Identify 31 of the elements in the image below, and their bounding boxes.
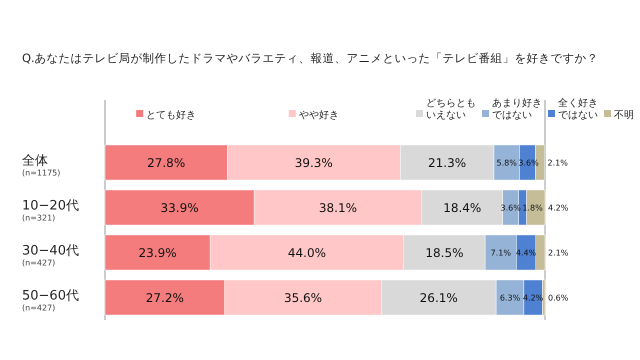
text: 6.3% [500, 294, 520, 302]
text: 5.8% [496, 158, 517, 168]
text: 35.6% [284, 291, 322, 305]
text: 7.1% [490, 248, 511, 258]
text: 23.9% [138, 246, 177, 260]
text: 27.8% [147, 156, 186, 170]
y-tick-label: 全体 (n=1175) [22, 154, 60, 178]
text: 2.1% [548, 158, 568, 168]
legend-label: 不明 [614, 110, 634, 121]
text: 33.9% [160, 201, 199, 215]
text: 26.1% [420, 291, 458, 305]
text: 4.2% [548, 204, 568, 212]
text: 3.6% [500, 204, 521, 212]
y-tick-label: 30−40代 (n=427) [22, 244, 79, 268]
legend-label: どちらともいえない [426, 98, 476, 121]
text: 0.6% [548, 294, 568, 302]
text: 18.4% [443, 201, 482, 215]
title: Q.あなたはテレビ局が制作したドラマやバラエティ、報道、アニメといった「テレビ番組」を好きですか？ [22, 51, 599, 65]
y-tick-label: 50−60代 (n=427) [22, 288, 79, 312]
legend-label: とても好き [146, 110, 196, 121]
text: 39.3% [294, 156, 333, 170]
text: 27.2% [146, 291, 184, 305]
y-tick-label: 10−20代 (n=321) [22, 198, 79, 222]
text: 2.1% [548, 248, 568, 258]
legend-label: やや好き [298, 110, 339, 121]
text: 44.0% [288, 246, 326, 260]
text: 21.3% [428, 156, 466, 170]
legend-label: あまり好きではない [492, 98, 542, 121]
text: 38.1% [318, 201, 358, 215]
legend-label: 全く好きではない [558, 97, 598, 121]
text: 18.5% [425, 246, 464, 260]
